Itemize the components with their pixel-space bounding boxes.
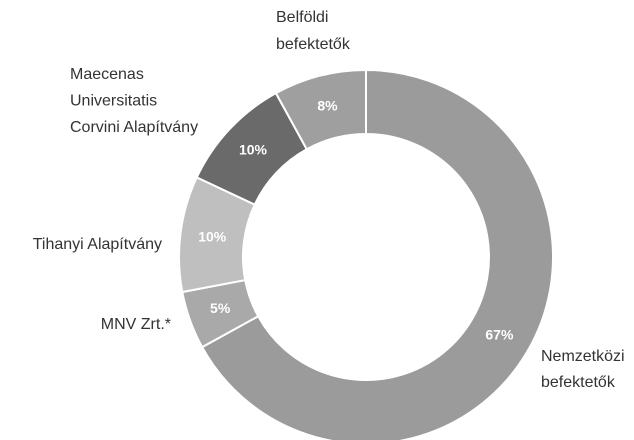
value-label: 8% (317, 98, 338, 114)
value-label: 67% (485, 327, 514, 343)
category-label: Tihanyi Alapítvány (33, 236, 162, 253)
donut-segment (200, 68, 554, 440)
donut-segment (274, 68, 367, 151)
value-label: 10% (239, 142, 268, 158)
category-label: Maecenas (70, 66, 144, 83)
category-label: befektetők (276, 36, 351, 53)
category-label: befektetők (541, 374, 616, 391)
category-label: Belföldi (276, 9, 328, 26)
category-label: Universitatis (70, 93, 157, 110)
value-label: 5% (210, 300, 231, 316)
category-label: Corvini Alapítvány (70, 119, 198, 136)
category-label: MNV Zrt.* (101, 316, 171, 333)
value-label: 10% (198, 228, 227, 244)
category-label: Nemzetközi (541, 348, 625, 365)
